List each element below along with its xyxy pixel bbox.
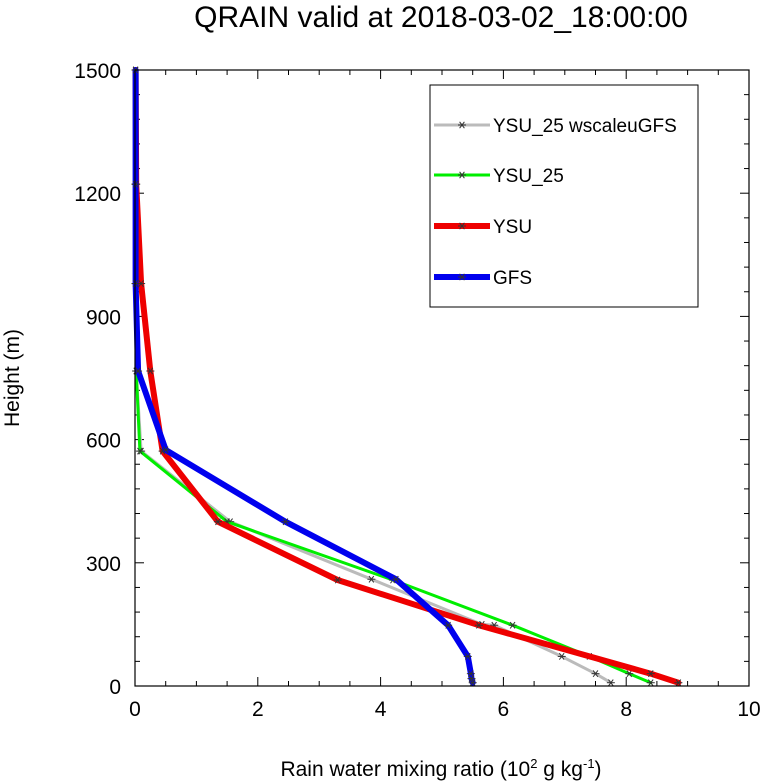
legend-label: YSU [493, 217, 532, 238]
legend-box [429, 84, 699, 308]
data-point-marker [215, 518, 221, 526]
data-point-marker [476, 621, 482, 629]
y-tick-label: 900 [86, 306, 121, 329]
data-point-marker [592, 670, 599, 678]
data-point-marker [608, 679, 614, 687]
data-point-marker [147, 367, 154, 375]
data-point-marker [468, 670, 474, 678]
data-point-marker [469, 679, 476, 687]
data-point-marker [459, 222, 465, 230]
x-tick-label: 6 [498, 698, 510, 721]
x-tick-label: 0 [129, 698, 141, 721]
data-point-marker [626, 670, 633, 678]
data-point-marker [647, 679, 654, 687]
data-point-marker [675, 679, 682, 687]
data-point-marker [282, 518, 289, 526]
series-ysu [131, 66, 683, 687]
x-tick-labels: 0 2 4 6 8 10 [129, 698, 761, 721]
data-point-marker [132, 280, 139, 288]
series-line [132, 67, 682, 686]
y-tick-label: 600 [86, 430, 121, 453]
legend: YSU_25 wscaleuGFS YSU_25 YSU GFS [429, 84, 699, 308]
y-tick-label: 1200 [74, 183, 121, 206]
x-tick-label: 8 [620, 698, 632, 721]
x-tick-label: 2 [252, 698, 264, 721]
y-tick-labels: 0 300 600 900 1200 1500 [74, 60, 121, 699]
data-point-marker [445, 621, 451, 629]
x-tick-label: 10 [737, 698, 760, 721]
data-point-marker [137, 447, 143, 455]
data-point-marker [368, 575, 375, 583]
legend-label: YSU_25 wscaleuGFS [493, 116, 677, 137]
data-point-marker [558, 652, 565, 660]
data-point-marker [459, 121, 465, 129]
data-point-marker [138, 280, 144, 288]
y-axis-label: Height (m) [1, 329, 24, 427]
data-point-marker [393, 575, 399, 583]
data-point-marker [647, 670, 654, 678]
data-point-marker [459, 171, 465, 179]
data-point-marker [459, 273, 465, 281]
legend-label: GFS [493, 268, 532, 289]
y-tick-label: 1500 [74, 60, 121, 83]
chart-title: QRAIN valid at 2018-03-02_18:00:00 [194, 1, 688, 34]
legend-label: YSU_25 [493, 166, 564, 187]
x-axis-label: Rain water mixing ratio (102 g kg-1) [280, 756, 601, 781]
data-point-marker [334, 576, 341, 584]
data-point-marker [162, 446, 169, 454]
data-point-marker [135, 367, 141, 375]
y-tick-label: 0 [109, 676, 121, 699]
x-tick-label: 4 [375, 698, 387, 721]
y-tick-label: 300 [86, 553, 121, 576]
plot-frame [134, 69, 750, 687]
data-point-marker [509, 621, 516, 629]
data-point-marker [132, 180, 139, 188]
data-point-marker [464, 652, 471, 660]
